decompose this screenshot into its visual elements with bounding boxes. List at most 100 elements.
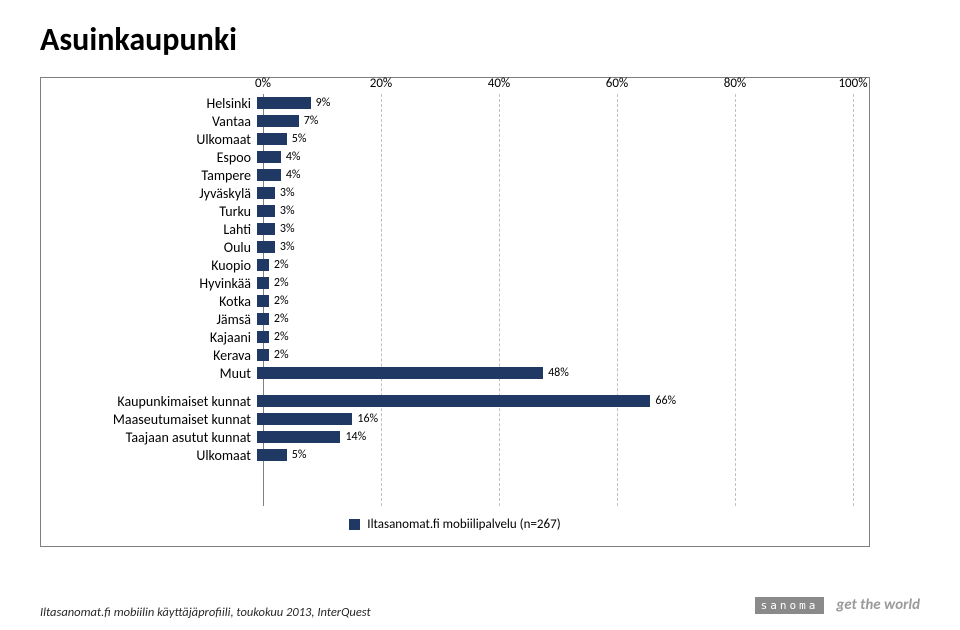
value-label: 14% bbox=[345, 430, 366, 444]
chart-row: Jämsä 2% bbox=[57, 310, 853, 328]
bar-track: 66% bbox=[257, 392, 853, 410]
bar-track: 7% bbox=[257, 112, 853, 130]
value-label: 3% bbox=[280, 222, 295, 236]
x-axis-tick-label: 20% bbox=[370, 76, 392, 91]
category-label: Jämsä bbox=[57, 311, 257, 328]
category-label: Kerava bbox=[57, 347, 257, 364]
value-label: 16% bbox=[357, 412, 378, 426]
category-label: Kotka bbox=[57, 293, 257, 310]
chart-row: Oulu 3% bbox=[57, 238, 853, 256]
chart-row: Maaseutumaiset kunnat 16% bbox=[57, 410, 853, 428]
bar-track: 3% bbox=[257, 238, 853, 256]
bar bbox=[257, 277, 269, 289]
chart-row: Muut48% bbox=[57, 364, 853, 382]
chart-row: Ulkomaat 5% bbox=[57, 130, 853, 148]
bar bbox=[257, 151, 281, 163]
bar-track: 5% bbox=[257, 130, 853, 148]
bar-track: 2% bbox=[257, 310, 853, 328]
bar-track: 3% bbox=[257, 184, 853, 202]
category-label: Kaupunkimaiset kunnat bbox=[57, 393, 257, 410]
bar-track: 4% bbox=[257, 148, 853, 166]
grid-line bbox=[853, 94, 854, 506]
page-root: Asuinkaupunki 0%20%40%60%80%100% Helsink… bbox=[0, 0, 960, 630]
bar bbox=[257, 395, 650, 407]
bar-track: 16% bbox=[257, 410, 853, 428]
category-label: Jyväskylä bbox=[57, 185, 257, 202]
x-axis-tick-label: 100% bbox=[838, 76, 867, 91]
chart-row: Vantaa7% bbox=[57, 112, 853, 130]
plot-area: 0%20%40%60%80%100% Helsinki9%Vantaa7%Ulk… bbox=[57, 94, 853, 536]
value-label: 48% bbox=[548, 366, 569, 380]
chart-row: Kotka 2% bbox=[57, 292, 853, 310]
value-label: 7% bbox=[304, 114, 319, 128]
chart-row: Lahti 3% bbox=[57, 220, 853, 238]
category-label: Hyvinkää bbox=[57, 275, 257, 292]
bar bbox=[257, 259, 269, 271]
chart-row: Taajaan asutut kunnat 14% bbox=[57, 428, 853, 446]
value-label: 3% bbox=[280, 240, 295, 254]
category-label: Taajaan asutut kunnat bbox=[57, 429, 257, 446]
tagline: get the world bbox=[836, 596, 920, 614]
bar bbox=[257, 413, 352, 425]
value-label: 2% bbox=[274, 330, 289, 344]
chart-row: Kuopio 2% bbox=[57, 256, 853, 274]
bar-track: 9% bbox=[257, 94, 853, 112]
value-label: 5% bbox=[292, 132, 307, 146]
x-axis-labels: 0%20%40%60%80%100% bbox=[263, 76, 853, 94]
value-label: 3% bbox=[280, 186, 295, 200]
bar bbox=[257, 313, 269, 325]
chart-row: Kerava 2% bbox=[57, 346, 853, 364]
bar-track: 2% bbox=[257, 256, 853, 274]
legend: Iltasanomat.fi mobiilipalvelu (n=267) bbox=[57, 517, 853, 532]
footer-right: sanoma get the world bbox=[755, 596, 920, 614]
bar bbox=[257, 169, 281, 181]
bar bbox=[257, 367, 543, 379]
bar bbox=[257, 223, 275, 235]
value-label: 2% bbox=[274, 348, 289, 362]
value-label: 4% bbox=[286, 150, 301, 164]
value-label: 2% bbox=[274, 276, 289, 290]
category-label: Kuopio bbox=[57, 257, 257, 274]
chart-row: Turku3% bbox=[57, 202, 853, 220]
bar-track: 4% bbox=[257, 166, 853, 184]
bar-track: 3% bbox=[257, 202, 853, 220]
value-label: 4% bbox=[286, 168, 301, 182]
chart-row: Tampere 4% bbox=[57, 166, 853, 184]
sanoma-logo: sanoma bbox=[755, 597, 825, 614]
chart-row: Espoo 4% bbox=[57, 148, 853, 166]
category-label: Espoo bbox=[57, 149, 257, 166]
category-label: Tampere bbox=[57, 167, 257, 184]
value-label: 2% bbox=[274, 312, 289, 326]
category-label: Kajaani bbox=[57, 329, 257, 346]
bar bbox=[257, 115, 299, 127]
bar bbox=[257, 241, 275, 253]
bar-track: 48% bbox=[257, 364, 853, 382]
bar bbox=[257, 331, 269, 343]
chart-row: Hyvinkää 2% bbox=[57, 274, 853, 292]
category-label: Oulu bbox=[57, 239, 257, 256]
bar-track: 14% bbox=[257, 428, 853, 446]
legend-label: Iltasanomat.fi mobiilipalvelu (n=267) bbox=[367, 517, 560, 532]
x-axis-tick-label: 0% bbox=[255, 76, 271, 91]
bar bbox=[257, 205, 275, 217]
bar bbox=[257, 97, 311, 109]
bar-track: 3% bbox=[257, 220, 853, 238]
value-label: 2% bbox=[274, 258, 289, 272]
bar-track: 2% bbox=[257, 292, 853, 310]
chart-row: Jyväskylä 3% bbox=[57, 184, 853, 202]
value-label: 3% bbox=[280, 204, 295, 218]
category-label: Lahti bbox=[57, 221, 257, 238]
footer-left: Iltasanomat.fi mobiilin käyttäjäprofiili… bbox=[40, 605, 371, 620]
category-label: Helsinki bbox=[57, 95, 257, 112]
category-label: Maaseutumaiset kunnat bbox=[57, 411, 257, 428]
bar bbox=[257, 187, 275, 199]
bar-track: 2% bbox=[257, 346, 853, 364]
bar-track: 2% bbox=[257, 274, 853, 292]
value-label: 2% bbox=[274, 294, 289, 308]
x-axis-tick-label: 60% bbox=[606, 76, 628, 91]
value-label: 5% bbox=[292, 448, 307, 462]
chart-frame: 0%20%40%60%80%100% Helsinki9%Vantaa7%Ulk… bbox=[40, 77, 870, 547]
value-label: 66% bbox=[655, 394, 676, 408]
bar-track: 2% bbox=[257, 328, 853, 346]
category-label: Ulkomaat bbox=[57, 131, 257, 148]
